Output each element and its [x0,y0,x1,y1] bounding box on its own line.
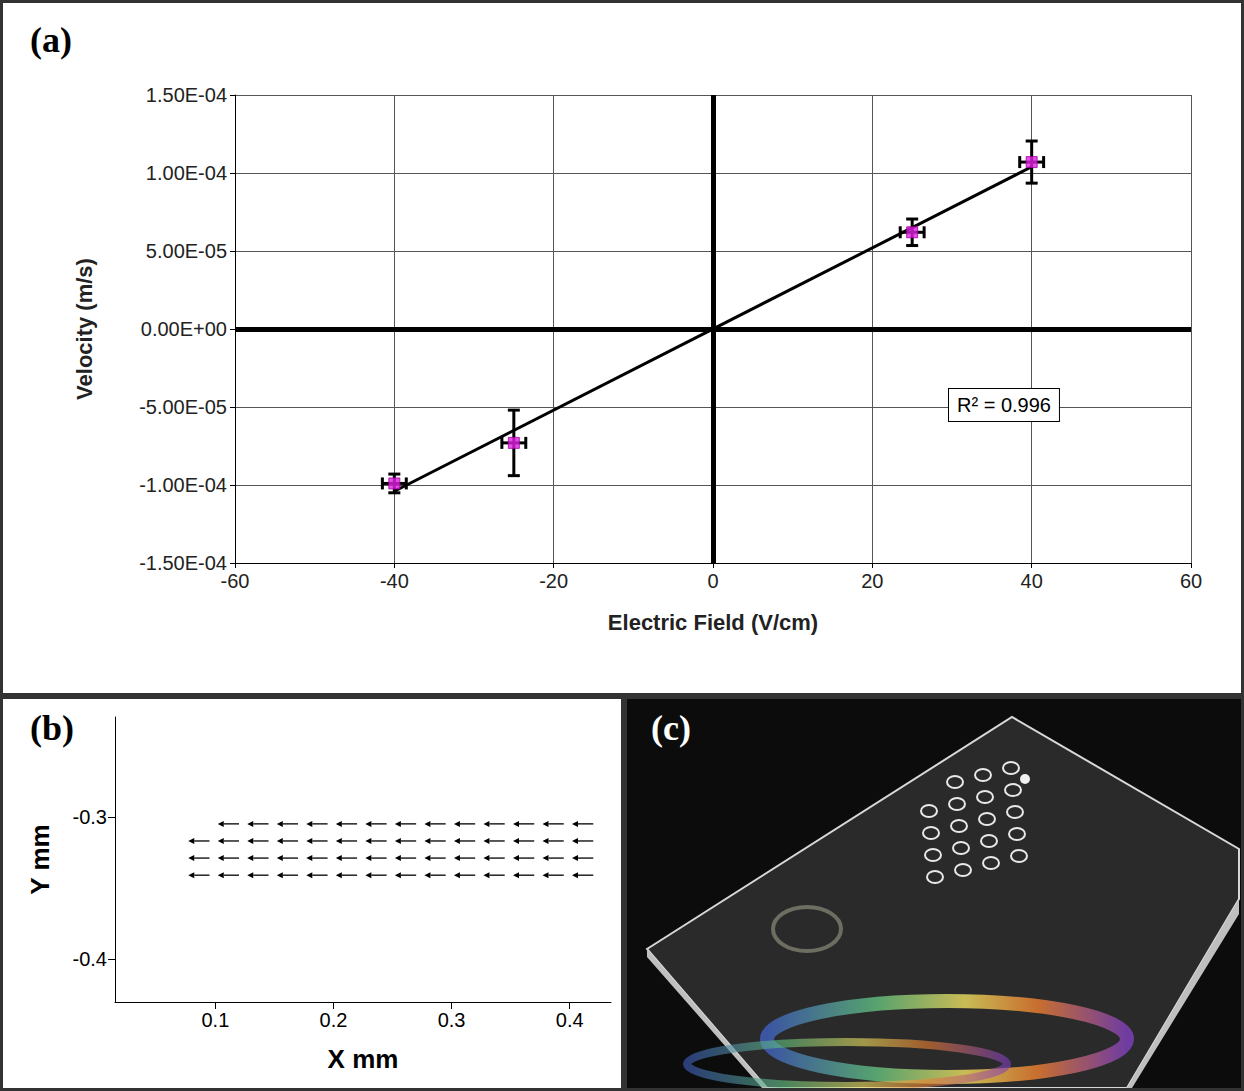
svg-text:(b): (b) [30,708,74,748]
svg-text:0.4: 0.4 [556,1009,584,1031]
html-text:(c): (c) [651,708,691,748]
svg-text:Y mm: Y mm [25,824,55,894]
svg-text:-0.4: -0.4 [73,948,107,970]
svg-text:X mm: X mm [328,1044,399,1074]
svg-text:-1.50E-04: -1.50E-04 [139,552,227,574]
svg-text:0: 0 [707,570,718,592]
svg-text:20: 20 [861,570,883,592]
svg-text:0.2: 0.2 [320,1009,348,1031]
svg-text:Electric Field (V/cm): Electric Field (V/cm) [608,610,818,635]
svg-text:-20: -20 [539,570,568,592]
svg-text:60: 60 [1180,570,1202,592]
svg-text:-60: -60 [221,570,250,592]
svg-text:R² = 0.996: R² = 0.996 [957,394,1051,416]
svg-text:0.00E+00: 0.00E+00 [141,318,227,340]
svg-text:0.1: 0.1 [201,1009,229,1031]
svg-text:1.00E-04: 1.00E-04 [146,162,227,184]
svg-text:Velocity (m/s): Velocity (m/s) [72,258,97,400]
svg-text:40: 40 [1021,570,1043,592]
svg-text:(a): (a) [30,20,72,60]
svg-text:5.00E-05: 5.00E-05 [146,240,227,262]
svg-text:-5.00E-05: -5.00E-05 [139,396,227,418]
svg-text:-1.00E-04: -1.00E-04 [139,474,227,496]
svg-text:1.50E-04: 1.50E-04 [146,84,227,106]
svg-text:0.3: 0.3 [438,1009,466,1031]
svg-text:-0.3: -0.3 [73,806,107,828]
svg-text:-40: -40 [380,570,409,592]
